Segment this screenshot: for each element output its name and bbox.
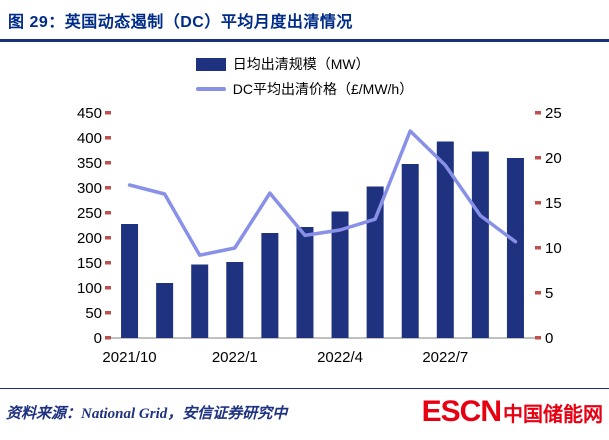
right-axis-tick-mark: [535, 156, 541, 160]
left-axis-tick-mark: [105, 186, 111, 190]
right-axis-tick-label: 5: [545, 285, 553, 302]
escn-logo-cn-text: 中国储能网: [503, 404, 603, 426]
left-axis-tick-label: 150: [77, 255, 102, 272]
left-axis-tick-mark: [105, 261, 111, 265]
bar: [506, 158, 524, 338]
bar: [226, 262, 244, 338]
right-axis-tick-label: 0: [545, 330, 553, 347]
left-axis-tick-mark: [105, 336, 111, 340]
title-divider: [0, 39, 609, 42]
left-axis-tick-mark: [105, 236, 111, 240]
left-axis-tick-mark: [105, 286, 111, 290]
footer-divider: [0, 388, 609, 389]
x-axis-tick-label: 2021/10: [102, 349, 156, 366]
bar: [331, 211, 349, 338]
figure-header: 图 29：英国动态遏制（DC）平均月度出清情况: [0, 0, 609, 36]
bar: [366, 186, 384, 338]
left-axis-tick-label: 450: [77, 105, 102, 122]
bar: [471, 151, 489, 338]
right-axis-tick-mark: [535, 111, 541, 115]
left-axis-tick-mark: [105, 311, 111, 315]
price-line: [127, 129, 518, 257]
line-series-swatch: [195, 87, 226, 91]
escn-logo: ESCN 中国储能网: [422, 395, 603, 429]
right-axis-tick-label: 15: [545, 195, 562, 212]
x-axis-tick-label: 2022/1: [212, 349, 258, 366]
right-axis-tick-mark: [535, 336, 541, 340]
legend-item-line-series: DC平均出清价格（£/MW/h）: [195, 79, 414, 99]
left-axis-tick-label: 400: [77, 130, 102, 147]
bar: [296, 227, 314, 338]
left-axis-tick-mark: [105, 111, 111, 115]
combo-chart: 0 50 100 150 200 250 300 350 400 450 0 5 10 15 20 25 202…: [77, 105, 562, 366]
figure-title: 图 29：英国动态遏制（DC）平均月度出清情况: [8, 14, 353, 31]
escn-logo-text: ESCN: [421, 395, 502, 428]
right-axis-tick-mark: [535, 246, 541, 250]
right-axis-tick-mark: [535, 291, 541, 295]
left-axis-tick-label: 300: [77, 180, 102, 197]
left-axis-tick-label: 350: [77, 155, 102, 172]
figure-footer: 资料来源：National Grid，安信证券研究中 ESCN 中国储能网: [0, 389, 609, 429]
left-axis-tick-label: 200: [77, 230, 102, 247]
bar: [121, 224, 139, 338]
left-axis-tick-mark: [105, 211, 111, 215]
source-note: 资料来源：National Grid，安信证券研究中: [6, 405, 288, 422]
right-axis-tick-mark: [535, 201, 541, 205]
left-axis-tick-mark: [105, 136, 111, 140]
x-axis-tick-label: 2022/7: [422, 349, 468, 366]
left-axis-tick-mark: [105, 161, 111, 165]
left-axis-tick-label: 100: [77, 280, 102, 297]
left-axis-tick-label: 50: [85, 305, 102, 322]
legend-item-bar-series: 日均出清规模（MW）: [195, 54, 413, 74]
legend-label-bar-series: 日均出清规模（MW）: [232, 56, 370, 72]
bar: [261, 233, 279, 338]
bar: [401, 164, 419, 338]
legend-label-line-series: DC平均出清价格（£/MW/h）: [232, 81, 414, 97]
x-axis-tick-label: 2022/4: [317, 349, 363, 366]
bar: [191, 264, 209, 338]
left-axis-tick-label: 0: [94, 330, 102, 347]
bar: [156, 283, 174, 338]
right-axis-tick-label: 20: [545, 150, 562, 167]
chart-legend: 日均出清规模（MW） DC平均出清价格（£/MW/h）: [195, 54, 414, 99]
bar: [436, 141, 454, 338]
right-axis-tick-label: 10: [545, 240, 562, 257]
left-axis-tick-label: 250: [77, 205, 102, 222]
bar-series-swatch: [195, 57, 226, 71]
right-axis-tick-label: 25: [545, 105, 562, 122]
